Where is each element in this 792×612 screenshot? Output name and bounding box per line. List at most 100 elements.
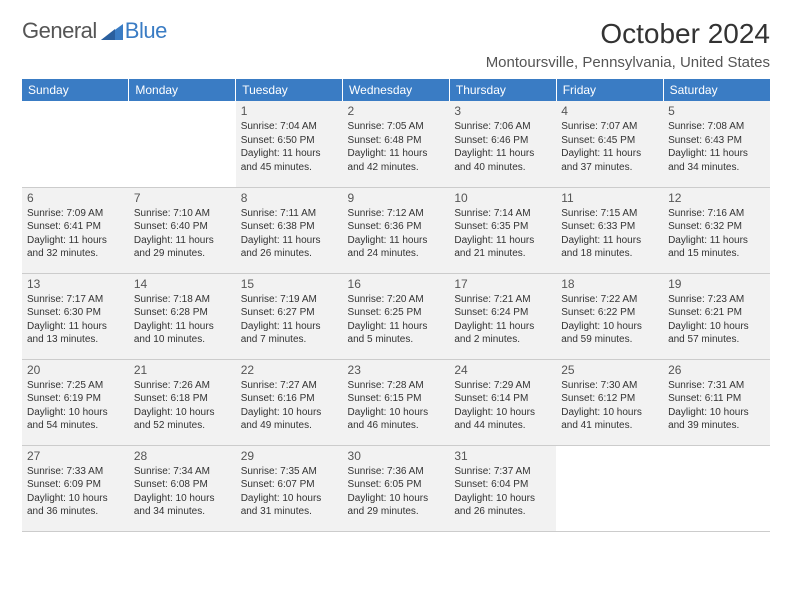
sunrise-line: Sunrise: 7:09 AM	[27, 207, 124, 221]
day-header-friday: Friday	[556, 79, 663, 101]
day-header-tuesday: Tuesday	[236, 79, 343, 101]
sunset-line: Sunset: 6:04 PM	[454, 478, 551, 492]
calendar-week: 20Sunrise: 7:25 AMSunset: 6:19 PMDayligh…	[22, 359, 770, 445]
day-number: 11	[561, 191, 658, 205]
sunset-line: Sunset: 6:11 PM	[668, 392, 765, 406]
calendar-cell: 23Sunrise: 7:28 AMSunset: 6:15 PMDayligh…	[343, 359, 450, 445]
calendar-cell: 4Sunrise: 7:07 AMSunset: 6:45 PMDaylight…	[556, 101, 663, 187]
day-number: 27	[27, 449, 124, 463]
sunset-line: Sunset: 6:22 PM	[561, 306, 658, 320]
daylight-line: Daylight: 11 hours and 13 minutes.	[27, 320, 124, 347]
calendar-cell: 6Sunrise: 7:09 AMSunset: 6:41 PMDaylight…	[22, 187, 129, 273]
sunrise-line: Sunrise: 7:27 AM	[241, 379, 338, 393]
sunrise-line: Sunrise: 7:08 AM	[668, 120, 765, 134]
daylight-line: Daylight: 11 hours and 40 minutes.	[454, 147, 551, 174]
header: General Blue October 2024 Montoursville,…	[22, 18, 770, 71]
sunset-line: Sunset: 6:33 PM	[561, 220, 658, 234]
sunset-line: Sunset: 6:38 PM	[241, 220, 338, 234]
sunrise-line: Sunrise: 7:12 AM	[348, 207, 445, 221]
day-header-thursday: Thursday	[449, 79, 556, 101]
sunrise-line: Sunrise: 7:15 AM	[561, 207, 658, 221]
day-number: 14	[134, 277, 231, 291]
calendar-cell: 3Sunrise: 7:06 AMSunset: 6:46 PMDaylight…	[449, 101, 556, 187]
sunrise-line: Sunrise: 7:06 AM	[454, 120, 551, 134]
sunrise-line: Sunrise: 7:14 AM	[454, 207, 551, 221]
daylight-line: Daylight: 10 hours and 44 minutes.	[454, 406, 551, 433]
calendar-cell: 11Sunrise: 7:15 AMSunset: 6:33 PMDayligh…	[556, 187, 663, 273]
day-number: 31	[454, 449, 551, 463]
sunset-line: Sunset: 6:07 PM	[241, 478, 338, 492]
sunrise-line: Sunrise: 7:30 AM	[561, 379, 658, 393]
sunrise-line: Sunrise: 7:19 AM	[241, 293, 338, 307]
day-header-saturday: Saturday	[663, 79, 770, 101]
sunset-line: Sunset: 6:16 PM	[241, 392, 338, 406]
calendar-cell	[663, 445, 770, 531]
logo-word-blue: Blue	[125, 18, 167, 44]
sunrise-line: Sunrise: 7:29 AM	[454, 379, 551, 393]
calendar-cell: 18Sunrise: 7:22 AMSunset: 6:22 PMDayligh…	[556, 273, 663, 359]
sunrise-line: Sunrise: 7:18 AM	[134, 293, 231, 307]
sunset-line: Sunset: 6:50 PM	[241, 134, 338, 148]
sunset-line: Sunset: 6:25 PM	[348, 306, 445, 320]
sunset-line: Sunset: 6:43 PM	[668, 134, 765, 148]
sunrise-line: Sunrise: 7:36 AM	[348, 465, 445, 479]
sunset-line: Sunset: 6:45 PM	[561, 134, 658, 148]
day-number: 15	[241, 277, 338, 291]
sunrise-line: Sunrise: 7:34 AM	[134, 465, 231, 479]
calendar-cell: 16 Sunrise: 7:20 AMSunset: 6:25 PMDayligh…	[343, 273, 450, 359]
sunset-line: Sunset: 6:12 PM	[561, 392, 658, 406]
daylight-line: Daylight: 11 hours and 45 minutes.	[241, 147, 338, 174]
logo: General Blue	[22, 18, 167, 44]
sunset-line: Sunset: 6:35 PM	[454, 220, 551, 234]
calendar-table: Sunday Monday Tuesday Wednesday Thursday…	[22, 79, 770, 532]
day-number: 4	[561, 104, 658, 118]
calendar-cell: 29Sunrise: 7:35 AMSunset: 6:07 PMDayligh…	[236, 445, 343, 531]
daylight-line: Daylight: 10 hours and 57 minutes.	[668, 320, 765, 347]
day-number: 7	[134, 191, 231, 205]
location: Montoursville, Pennsylvania, United Stat…	[486, 54, 770, 71]
sunrise-line: Sunrise: 7:31 AM	[668, 379, 765, 393]
title-block: October 2024 Montoursville, Pennsylvania…	[486, 18, 770, 71]
daylight-line: Daylight: 11 hours and 24 minutes.	[348, 234, 445, 261]
sunrise-line: Sunrise: 7:20 AM	[348, 293, 445, 307]
calendar-cell: 20Sunrise: 7:25 AMSunset: 6:19 PMDayligh…	[22, 359, 129, 445]
daylight-line: Daylight: 10 hours and 26 minutes.	[454, 492, 551, 519]
daylight-line: Daylight: 10 hours and 31 minutes.	[241, 492, 338, 519]
sunrise-line: Sunrise: 7:16 AM	[668, 207, 765, 221]
daylight-line: Daylight: 10 hours and 29 minutes.	[348, 492, 445, 519]
sunrise-line: Sunrise: 7:28 AM	[348, 379, 445, 393]
calendar-cell: 17Sunrise: 7:21 AMSunset: 6:24 PMDayligh…	[449, 273, 556, 359]
daylight-line: Daylight: 11 hours and 34 minutes.	[668, 147, 765, 174]
calendar-cell: 2Sunrise: 7:05 AMSunset: 6:48 PMDaylight…	[343, 101, 450, 187]
sunset-line: Sunset: 6:21 PM	[668, 306, 765, 320]
daylight-line: Daylight: 10 hours and 41 minutes.	[561, 406, 658, 433]
sunset-line: Sunset: 6:30 PM	[27, 306, 124, 320]
sunrise-line: Sunrise: 7:04 AM	[241, 120, 338, 134]
day-number: 10	[454, 191, 551, 205]
sunrise-line: Sunrise: 7:07 AM	[561, 120, 658, 134]
day-number: 19	[668, 277, 765, 291]
calendar-cell: 7Sunrise: 7:10 AMSunset: 6:40 PMDaylight…	[129, 187, 236, 273]
day-number: 16	[348, 277, 445, 291]
sunrise-line: Sunrise: 7:25 AM	[27, 379, 124, 393]
daylight-line: Daylight: 11 hours and 5 minutes.	[348, 320, 445, 347]
calendar-body: 1Sunrise: 7:04 AMSunset: 6:50 PMDaylight…	[22, 101, 770, 531]
daylight-line: Daylight: 11 hours and 21 minutes.	[454, 234, 551, 261]
day-number: 5	[668, 104, 765, 118]
sunrise-line: Sunrise: 7:05 AM	[348, 120, 445, 134]
day-number: 25	[561, 363, 658, 377]
sunrise-line: Sunrise: 7:21 AM	[454, 293, 551, 307]
sunset-line: Sunset: 6:15 PM	[348, 392, 445, 406]
calendar-cell: 22Sunrise: 7:27 AMSunset: 6:16 PMDayligh…	[236, 359, 343, 445]
calendar-week: 13Sunrise: 7:17 AMSunset: 6:30 PMDayligh…	[22, 273, 770, 359]
sunrise-line: Sunrise: 7:11 AM	[241, 207, 338, 221]
calendar-cell	[129, 101, 236, 187]
daylight-line: Daylight: 10 hours and 54 minutes.	[27, 406, 124, 433]
sunset-line: Sunset: 6:19 PM	[27, 392, 124, 406]
day-number: 6	[27, 191, 124, 205]
logo-word-general: General	[22, 18, 97, 44]
day-number: 12	[668, 191, 765, 205]
logo-triangle-icon	[101, 22, 123, 40]
daylight-line: Daylight: 11 hours and 7 minutes.	[241, 320, 338, 347]
calendar-cell: 13Sunrise: 7:17 AMSunset: 6:30 PMDayligh…	[22, 273, 129, 359]
